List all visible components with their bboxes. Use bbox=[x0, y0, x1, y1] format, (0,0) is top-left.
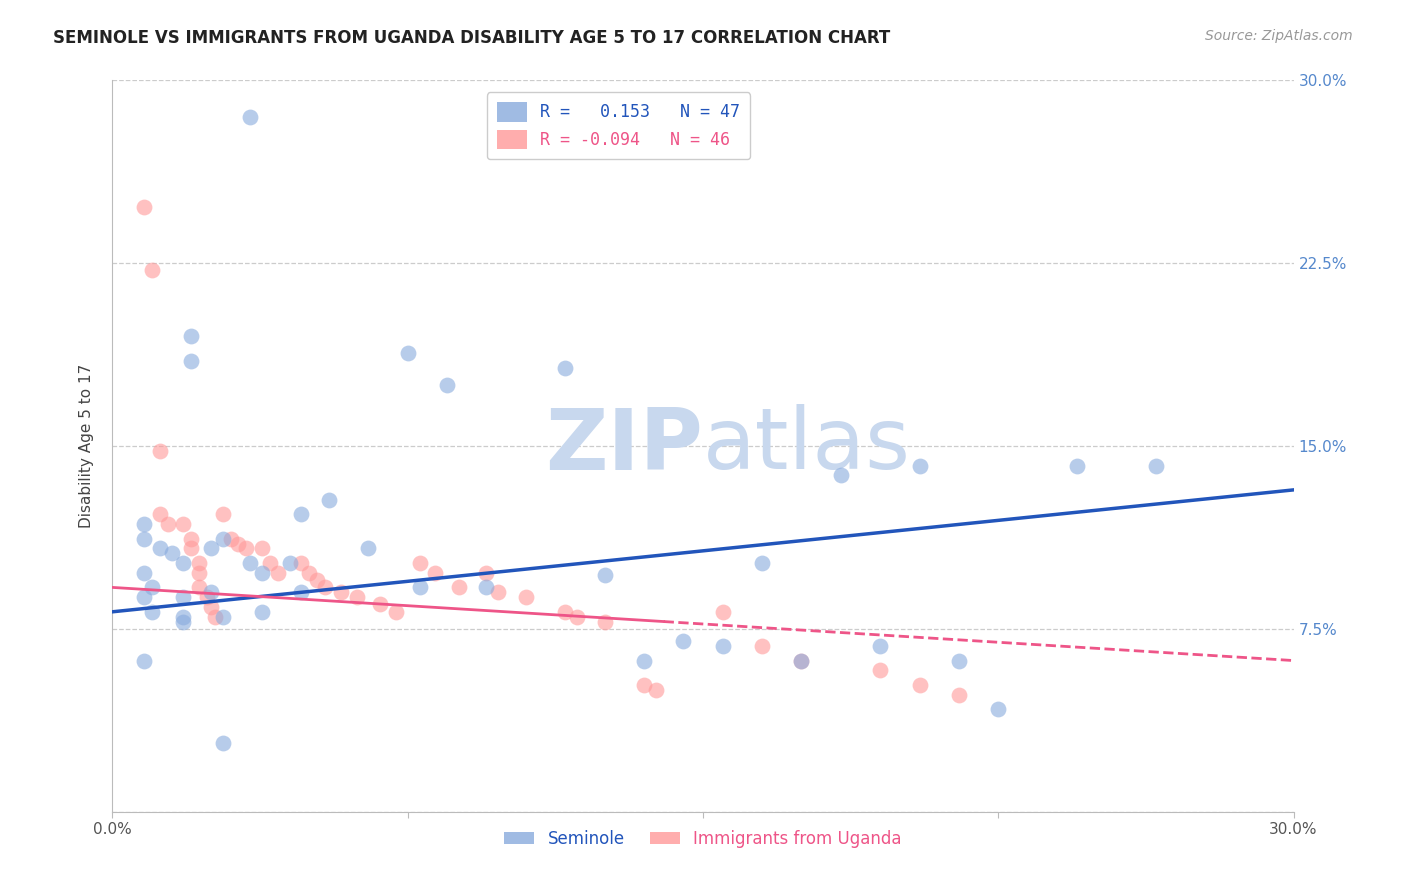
Point bbox=[188, 556, 211, 570]
Point bbox=[235, 541, 257, 556]
Point bbox=[188, 566, 211, 580]
Point bbox=[987, 702, 1010, 716]
Point bbox=[211, 532, 233, 546]
Point bbox=[711, 605, 734, 619]
Point bbox=[425, 566, 447, 580]
Point bbox=[593, 568, 616, 582]
Point bbox=[672, 634, 695, 648]
Point bbox=[475, 566, 498, 580]
Point bbox=[1066, 458, 1088, 473]
Point bbox=[228, 536, 250, 550]
Point bbox=[172, 590, 194, 604]
Point bbox=[593, 615, 616, 629]
Text: Source: ZipAtlas.com: Source: ZipAtlas.com bbox=[1205, 29, 1353, 43]
Point bbox=[908, 678, 931, 692]
Point bbox=[250, 605, 273, 619]
Point bbox=[172, 556, 194, 570]
Point bbox=[751, 639, 773, 653]
Point bbox=[385, 605, 408, 619]
Point bbox=[515, 590, 537, 604]
Point bbox=[908, 458, 931, 473]
Point bbox=[149, 541, 172, 556]
Point bbox=[298, 566, 321, 580]
Point bbox=[211, 736, 233, 750]
Point bbox=[278, 556, 301, 570]
Point bbox=[180, 541, 202, 556]
Point bbox=[1144, 458, 1167, 473]
Point bbox=[211, 508, 233, 522]
Text: SEMINOLE VS IMMIGRANTS FROM UGANDA DISABILITY AGE 5 TO 17 CORRELATION CHART: SEMINOLE VS IMMIGRANTS FROM UGANDA DISAB… bbox=[53, 29, 890, 46]
Point bbox=[200, 541, 222, 556]
Point bbox=[790, 654, 813, 668]
Point bbox=[250, 566, 273, 580]
Point bbox=[790, 654, 813, 668]
Point bbox=[172, 516, 194, 531]
Point bbox=[346, 590, 368, 604]
Point bbox=[132, 654, 155, 668]
Point bbox=[239, 110, 262, 124]
Point bbox=[436, 378, 458, 392]
Point bbox=[408, 581, 430, 595]
Point bbox=[132, 532, 155, 546]
Point bbox=[396, 346, 419, 360]
Point bbox=[447, 581, 470, 595]
Point bbox=[200, 585, 222, 599]
Point bbox=[141, 581, 163, 595]
Point bbox=[267, 566, 290, 580]
Y-axis label: Disability Age 5 to 17: Disability Age 5 to 17 bbox=[79, 364, 94, 528]
Point bbox=[250, 541, 273, 556]
Point bbox=[329, 585, 352, 599]
Point bbox=[219, 532, 242, 546]
Point bbox=[200, 599, 222, 614]
Point bbox=[290, 585, 312, 599]
Point bbox=[156, 516, 179, 531]
Point bbox=[188, 581, 211, 595]
Point bbox=[149, 443, 172, 458]
Point bbox=[314, 581, 336, 595]
Point bbox=[160, 546, 183, 560]
Point bbox=[948, 688, 970, 702]
Point bbox=[132, 590, 155, 604]
Point bbox=[830, 468, 852, 483]
Point bbox=[565, 609, 588, 624]
Point bbox=[132, 516, 155, 531]
Point bbox=[149, 508, 172, 522]
Point bbox=[132, 200, 155, 214]
Point bbox=[180, 532, 202, 546]
Point bbox=[259, 556, 281, 570]
Point bbox=[204, 609, 226, 624]
Point bbox=[211, 609, 233, 624]
Text: atlas: atlas bbox=[703, 404, 911, 488]
Point bbox=[195, 590, 218, 604]
Point bbox=[180, 329, 202, 343]
Point bbox=[869, 639, 891, 653]
Point bbox=[633, 654, 655, 668]
Point bbox=[475, 581, 498, 595]
Point bbox=[486, 585, 509, 599]
Point bbox=[141, 605, 163, 619]
Point bbox=[141, 263, 163, 277]
Point bbox=[554, 361, 576, 376]
Point bbox=[239, 556, 262, 570]
Point bbox=[290, 508, 312, 522]
Point bbox=[307, 573, 329, 587]
Point bbox=[172, 615, 194, 629]
Text: ZIP: ZIP bbox=[546, 404, 703, 488]
Legend: Seminole, Immigrants from Uganda: Seminole, Immigrants from Uganda bbox=[498, 823, 908, 855]
Point bbox=[368, 598, 391, 612]
Point bbox=[751, 556, 773, 570]
Point bbox=[554, 605, 576, 619]
Point bbox=[132, 566, 155, 580]
Point bbox=[408, 556, 430, 570]
Point bbox=[318, 492, 340, 507]
Point bbox=[869, 663, 891, 677]
Point bbox=[948, 654, 970, 668]
Point bbox=[357, 541, 380, 556]
Point bbox=[644, 682, 666, 697]
Point bbox=[172, 609, 194, 624]
Point bbox=[633, 678, 655, 692]
Point bbox=[290, 556, 312, 570]
Point bbox=[180, 353, 202, 368]
Point bbox=[711, 639, 734, 653]
